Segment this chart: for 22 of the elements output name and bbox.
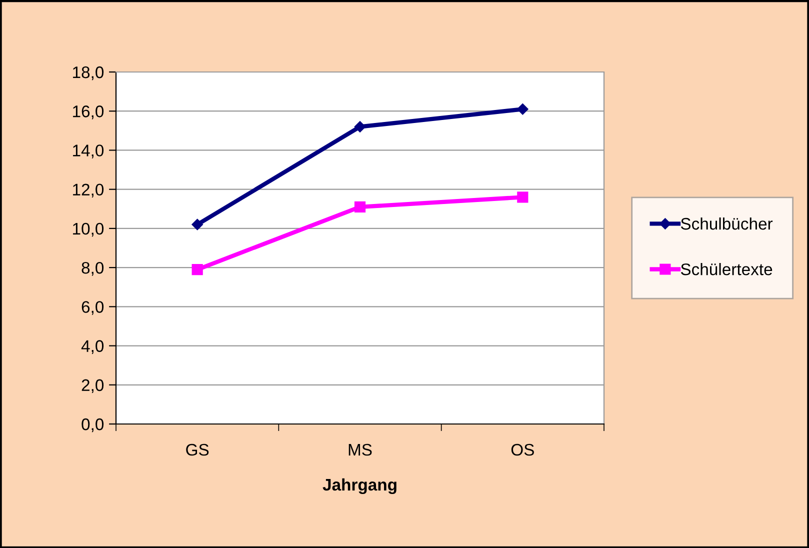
point: [192, 264, 203, 276]
x-tick-label: MS: [348, 444, 372, 456]
y-tick-label: 0,0: [82, 418, 104, 432]
point: [517, 104, 528, 115]
point: [354, 121, 366, 132]
y-tick-label: 6,0: [82, 301, 104, 315]
x-tick-label: OS: [511, 444, 534, 456]
y-tick-label: 8,0: [82, 262, 104, 276]
point: [354, 201, 366, 212]
point: [192, 218, 203, 230]
y-tick-label: 2,0: [82, 379, 104, 394]
y-tick-label: 12,0: [73, 184, 104, 198]
y-tick-label: 16,0: [73, 106, 104, 120]
y-tick-label: 18,0: [73, 66, 104, 80]
y-tick-label: 10,0: [73, 222, 104, 237]
y-tick-label: 14,0: [73, 144, 104, 158]
x-axis-title: Jahrgang: [322, 478, 396, 494]
legend-label: Schulbücher: [680, 217, 773, 230]
y-tick-label: 4,0: [81, 340, 104, 354]
x-tick-label: GS: [186, 444, 209, 456]
legend-label: Schülertexte: [680, 263, 772, 276]
point: [517, 192, 528, 203]
